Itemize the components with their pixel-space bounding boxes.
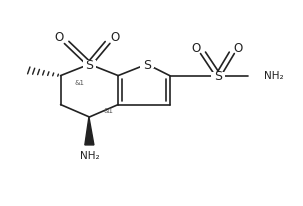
FancyBboxPatch shape — [83, 61, 96, 69]
Text: S: S — [143, 59, 151, 71]
FancyBboxPatch shape — [140, 61, 154, 69]
Text: &1: &1 — [103, 108, 113, 114]
FancyBboxPatch shape — [211, 73, 225, 80]
Text: O: O — [192, 41, 201, 54]
Text: S: S — [214, 70, 222, 83]
Text: O: O — [234, 41, 243, 54]
Text: O: O — [55, 31, 64, 43]
Polygon shape — [85, 117, 94, 145]
Text: NH₂: NH₂ — [264, 71, 283, 81]
Text: O: O — [111, 31, 120, 43]
Text: &1: &1 — [74, 80, 84, 85]
Text: NH₂: NH₂ — [80, 151, 99, 160]
Text: S: S — [85, 59, 93, 71]
